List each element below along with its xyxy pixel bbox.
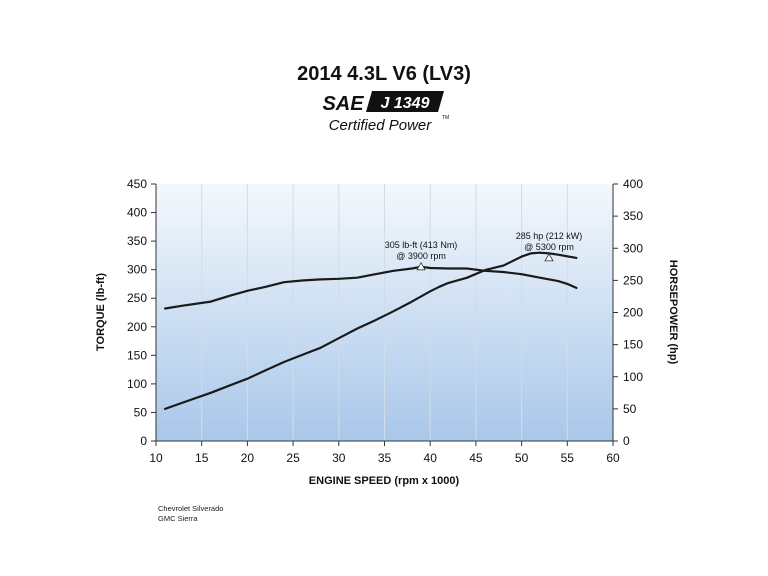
sae-logo: SAE J 1349 Certified Power TM: [322, 91, 449, 134]
y-tick-label: 100: [127, 377, 147, 391]
y2-tick-label: 400: [623, 177, 643, 191]
sae-logo-tm: TM: [442, 115, 449, 121]
y2-tick-label: 200: [623, 306, 643, 320]
y-tick-label: 350: [127, 234, 147, 248]
footnote-silverado: Chevrolet Silverado: [158, 504, 224, 513]
y-tick-label: 300: [127, 263, 147, 277]
sae-logo-tagline: Certified Power: [329, 117, 433, 134]
x-tick-label: 60: [606, 451, 620, 465]
x-tick-label: 10: [149, 451, 163, 465]
y-tick-label: 0: [140, 434, 147, 448]
x-axis-label: ENGINE SPEED (rpm x 1000): [309, 475, 460, 487]
series-line-horsepower: [164, 251, 578, 410]
y2-tick-label: 150: [623, 338, 643, 352]
series-line-torque: [164, 265, 578, 310]
y2-tick-label: 300: [623, 241, 643, 255]
y-tick-label: 400: [127, 206, 147, 220]
y2-tick-label: 350: [623, 209, 643, 223]
sae-logo-code: J 1349: [381, 95, 430, 112]
annotation-marker: [416, 262, 426, 271]
footnote-sierra: GMC Sierra: [158, 514, 198, 523]
annotations: 305 lb-ft (413 Nm)@ 3900 rpm 285 hp (212 …: [385, 231, 583, 271]
grid: [155, 184, 614, 442]
y-tick-label: 150: [127, 348, 147, 362]
y2-tick-label: 100: [623, 370, 643, 384]
y2-axis-label: HORSEPOWER (hp): [667, 260, 679, 365]
x-tick-label: 40: [424, 451, 438, 465]
annotation-label: 285 hp (212 kW): [516, 231, 583, 241]
y2-tick-label: 50: [623, 402, 637, 416]
sae-logo-mark: SAE: [322, 93, 364, 115]
y-axis-label: TORQUE (lb-ft): [95, 273, 107, 351]
annotation-label: 305 lb-ft (413 Nm): [385, 240, 458, 250]
y-tick-label: 50: [134, 405, 148, 419]
x-tick-label: 15: [195, 451, 209, 465]
y-tick-label: 450: [127, 177, 147, 191]
y-tick-label: 200: [127, 320, 147, 334]
x-tick-label: 25: [286, 451, 300, 465]
x-tick-label: 55: [561, 451, 575, 465]
x-tick-label: 30: [332, 451, 346, 465]
x-tick-label: 20: [241, 451, 255, 465]
x-tick-label: 45: [469, 451, 483, 465]
x-tick-label: 35: [378, 451, 392, 465]
sae-logo-box: [366, 91, 444, 112]
series-lines: [164, 251, 578, 410]
chart-title: 2014 4.3L V6 (LV3): [297, 63, 471, 85]
annotation-label: @ 5300 rpm: [524, 242, 574, 252]
y2-tick-label: 0: [623, 434, 630, 448]
tick-labels: 0 50 100 150 200 250 300 350 400 450 0 50 100 150 200 2…: [127, 177, 643, 465]
x-tick-label: 50: [515, 451, 529, 465]
annotation-marker: [544, 253, 554, 262]
y2-tick-label: 250: [623, 273, 643, 287]
y-tick-label: 250: [127, 291, 147, 305]
annotation-label: @ 3900 rpm: [396, 251, 446, 261]
